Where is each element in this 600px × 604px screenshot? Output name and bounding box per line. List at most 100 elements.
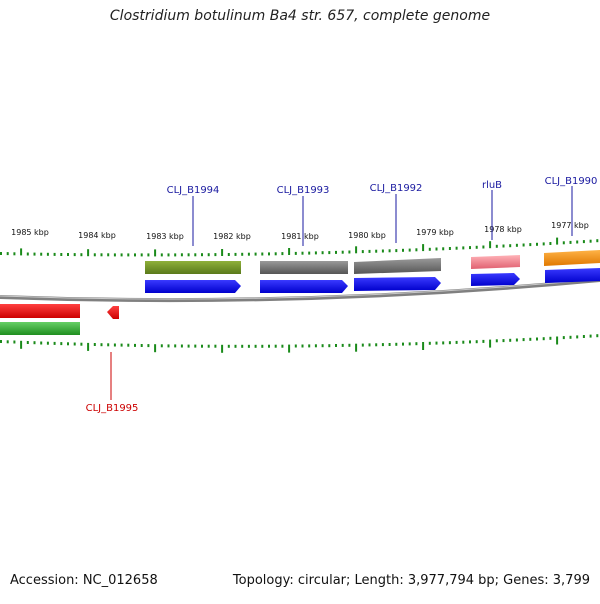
scale-ticks-top <box>0 237 599 257</box>
scale-tick <box>596 334 599 338</box>
scale-tick <box>100 343 103 347</box>
scale-tick <box>207 253 210 257</box>
scale-tick <box>314 251 317 255</box>
scale-tick <box>46 252 49 256</box>
scale-tick <box>13 252 16 256</box>
scale-tick <box>355 246 358 254</box>
scale-tick <box>536 242 538 246</box>
scale-tick <box>140 344 143 347</box>
scale-tick <box>167 344 170 348</box>
scale-tick <box>529 243 532 247</box>
scale-tick <box>227 253 230 256</box>
scale-ticks-bottom <box>0 334 599 353</box>
scale-tick <box>194 253 197 257</box>
scale-tick <box>475 245 478 249</box>
scale-tick <box>422 342 425 350</box>
scale-tick <box>268 344 270 348</box>
gene-feature-clj-b1992[interactable] <box>354 258 441 274</box>
scale-tick <box>314 344 317 348</box>
scale-tick <box>515 243 518 247</box>
scale-tick <box>80 342 83 346</box>
gene-label-clj-b1993[interactable]: CLJ_B1993 <box>277 185 330 196</box>
scale-tick <box>395 342 398 346</box>
scale-tick <box>556 237 559 245</box>
gene-label-clj-b1995[interactable]: CLJ_B1995 <box>86 403 139 414</box>
scale-tick <box>60 342 63 346</box>
scale-tick <box>120 343 123 347</box>
scale-tick <box>582 240 585 244</box>
scale-tick <box>348 250 351 254</box>
scale-tick <box>549 242 552 245</box>
scale-tick <box>408 342 411 346</box>
scale-tick <box>395 249 398 253</box>
scale-tick <box>402 342 404 346</box>
cds-arrow-clj-b1993[interactable] <box>260 280 348 293</box>
scale-tick <box>576 335 579 339</box>
scale-tick <box>154 249 157 257</box>
scale-tick <box>341 250 344 254</box>
gene-feature-clj-b1993[interactable] <box>260 261 348 274</box>
scale-tick <box>448 341 451 345</box>
scale-tick <box>100 253 103 257</box>
scale-tick <box>442 247 445 251</box>
scale-tick <box>301 251 304 255</box>
scale-tick <box>388 343 391 346</box>
scale-tick <box>261 252 264 256</box>
scale-tick <box>288 344 291 353</box>
gene-feature-clj-b1994[interactable] <box>145 261 241 274</box>
scale-tick <box>455 340 458 344</box>
scale-tick <box>120 253 123 257</box>
scale-tick <box>522 243 525 247</box>
scale-tick <box>482 339 485 343</box>
scale-tick <box>80 253 83 257</box>
scale-tick <box>589 334 592 338</box>
gene-label-clj-b1990[interactable]: CLJ_B1990 <box>545 176 598 187</box>
scale-tick <box>214 344 217 348</box>
scale-tick <box>13 340 16 344</box>
scale-tick <box>87 249 90 257</box>
scale-tick <box>107 253 110 257</box>
scale-tick <box>194 344 197 348</box>
scale-tick <box>348 343 351 347</box>
scale-tick <box>20 340 23 349</box>
gene-label-clj-b1992[interactable]: CLJ_B1992 <box>370 183 423 194</box>
scale-tick <box>388 249 391 253</box>
cds-arrow-clj-b1992[interactable] <box>354 277 441 291</box>
gene-feature-reverse-red[interactable] <box>0 304 80 318</box>
gene-feature-rlub[interactable] <box>471 255 520 269</box>
scale-tick <box>455 246 458 250</box>
scale-tick <box>73 253 76 257</box>
scale-tick <box>268 252 270 256</box>
scale-tick <box>288 248 291 255</box>
map-title: Clostridium botulinum Ba4 str. 657, comp… <box>109 8 491 24</box>
scale-tick <box>415 342 418 346</box>
gene-feature-clj-b1990[interactable] <box>544 250 600 266</box>
gene-feature-clj-b1995[interactable] <box>107 306 119 319</box>
scale-tick <box>361 343 364 347</box>
gene-label-clj-b1994[interactable]: CLJ_B1994 <box>167 185 220 196</box>
cds-arrow-clj-b1994[interactable] <box>145 280 241 293</box>
scale-tick <box>549 336 552 340</box>
scale-tick <box>154 344 157 353</box>
cds-arrow-rlub[interactable] <box>471 273 520 286</box>
gene-label-rlub[interactable]: rluB <box>482 180 502 191</box>
scale-tick <box>221 344 224 353</box>
scale-tick <box>381 343 384 347</box>
scale-tick <box>522 338 525 342</box>
scale-tick <box>321 344 324 348</box>
scale-tick <box>529 337 532 341</box>
scale-tick <box>375 343 378 347</box>
scale-label: 1981 kbp <box>281 232 319 241</box>
scale-tick <box>174 344 177 348</box>
scale-tick <box>308 344 311 348</box>
scale-tick <box>127 253 130 257</box>
rna-feature-reverse-green[interactable] <box>0 322 80 335</box>
scale-tick <box>335 250 337 254</box>
genome-backbone-highlight <box>0 278 600 300</box>
cds-arrow-clj-b1990[interactable] <box>545 268 600 283</box>
scale-tick <box>495 339 498 343</box>
scale-tick <box>509 244 512 248</box>
scale-tick <box>281 252 284 256</box>
scale-tick <box>187 344 190 348</box>
